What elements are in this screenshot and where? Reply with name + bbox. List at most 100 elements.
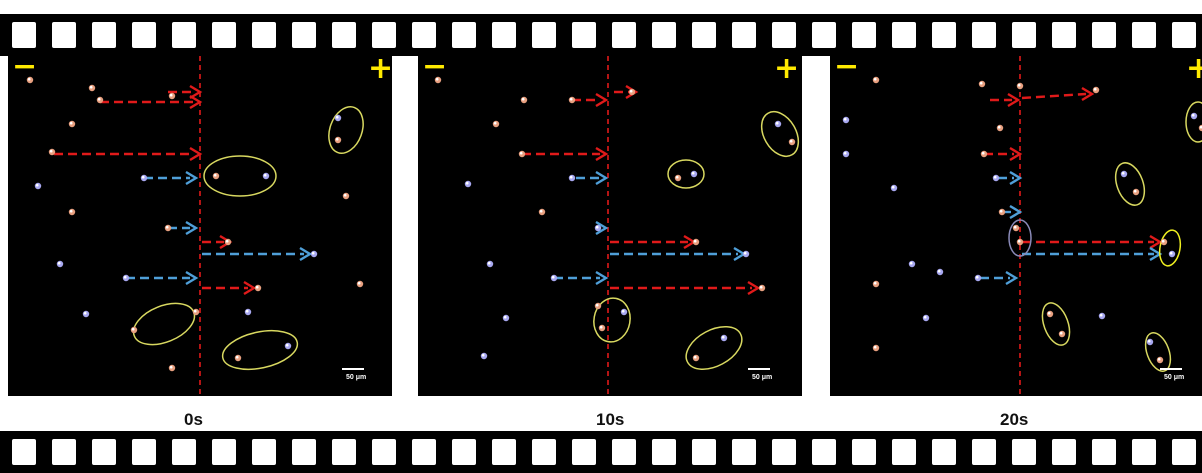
arrowhead xyxy=(299,246,313,262)
arrowhead xyxy=(185,270,199,286)
particle-highlight xyxy=(343,193,347,197)
particle-highlight xyxy=(263,173,267,177)
particle-highlight xyxy=(1161,239,1165,243)
particle-highlight xyxy=(245,309,249,313)
perforation xyxy=(612,22,636,48)
perforation xyxy=(252,439,276,465)
perforation xyxy=(452,22,476,48)
arrowhead xyxy=(747,280,761,296)
perforation xyxy=(332,22,356,48)
micrograph-0s xyxy=(26,56,364,396)
film-strip-top xyxy=(0,14,1202,56)
particle-highlight xyxy=(1099,313,1103,317)
particle-highlight xyxy=(519,151,523,155)
perforation xyxy=(892,22,916,48)
particle-highlight xyxy=(873,345,877,349)
particle-highlight xyxy=(539,209,543,213)
highlight-ellipse xyxy=(1114,162,1146,206)
arrowhead xyxy=(185,170,199,186)
micrograph-20s xyxy=(842,56,1202,396)
perforation xyxy=(1132,22,1156,48)
particle-highlight xyxy=(975,275,979,279)
perforation xyxy=(812,22,836,48)
film-strip-bottom xyxy=(0,431,1202,473)
perforation xyxy=(1092,439,1116,465)
particle-highlight xyxy=(981,151,985,155)
perforation xyxy=(332,439,356,465)
perforation xyxy=(612,439,636,465)
perforation xyxy=(52,22,76,48)
particle-highlight xyxy=(141,175,145,179)
red-dashed-arrow xyxy=(1021,92,1087,100)
perforation xyxy=(572,22,596,48)
particle-highlight xyxy=(569,175,573,179)
perforation xyxy=(1052,22,1076,48)
highlight-ellipse xyxy=(1144,332,1172,372)
arrowhead xyxy=(189,146,203,162)
perforation xyxy=(1172,22,1196,48)
particle-highlight xyxy=(979,81,983,85)
particle-highlight xyxy=(169,93,173,97)
particle-highlight xyxy=(481,353,485,357)
perforation xyxy=(772,439,796,465)
perforation xyxy=(932,22,956,48)
perforation xyxy=(1132,439,1156,465)
particle-highlight xyxy=(675,175,679,179)
arrowhead xyxy=(185,220,199,236)
perforation xyxy=(12,22,36,48)
particle-highlight xyxy=(521,97,525,101)
scale-bar-label: 50 μm xyxy=(1164,374,1185,381)
perforation xyxy=(92,22,116,48)
scale-bar xyxy=(748,368,770,370)
particle-highlight xyxy=(435,77,439,81)
particle-highlight xyxy=(997,125,1001,129)
particle-highlight xyxy=(169,365,173,369)
time-label-10s: 10s xyxy=(596,410,625,429)
arrowhead xyxy=(243,280,257,296)
perforation xyxy=(692,439,716,465)
arrowhead xyxy=(595,146,609,162)
particle-highlight xyxy=(357,281,361,285)
particle-highlight xyxy=(1133,189,1137,193)
arrowhead xyxy=(1009,204,1023,220)
highlight-ellipse xyxy=(667,159,705,189)
arrowhead xyxy=(595,92,609,108)
particle-highlight xyxy=(235,355,239,359)
particle-highlight xyxy=(1191,113,1195,117)
perforation xyxy=(572,439,596,465)
perforation xyxy=(772,22,796,48)
particle-highlight xyxy=(255,285,259,289)
arrowhead xyxy=(189,84,203,100)
particle-highlight xyxy=(69,209,73,213)
perforation xyxy=(292,22,316,48)
particle-highlight xyxy=(487,261,491,265)
minus-electrode-sign: − xyxy=(834,56,860,84)
particle-highlight xyxy=(213,173,217,177)
perforation xyxy=(132,22,156,48)
particle-highlight xyxy=(1059,331,1063,335)
arrowhead xyxy=(1009,170,1023,186)
minus-electrode-sign: − xyxy=(12,56,38,84)
perforation xyxy=(212,22,236,48)
particle-highlight xyxy=(1047,311,1051,315)
plus-electrode-sign: + xyxy=(1186,56,1202,86)
particle-highlight xyxy=(503,315,507,319)
particle-highlight xyxy=(595,225,599,229)
particle-highlight xyxy=(775,121,779,125)
particle-highlight xyxy=(1147,339,1151,343)
scale-bar-label: 50 μm xyxy=(752,374,773,381)
arrowhead xyxy=(595,170,609,186)
particle-highlight xyxy=(123,275,127,279)
panel-20s: − + 50 μm xyxy=(830,56,1202,396)
arrowhead xyxy=(625,84,639,100)
perforation xyxy=(492,22,516,48)
perforation xyxy=(372,22,396,48)
highlight-ellipse xyxy=(328,106,364,154)
particle-highlight xyxy=(1169,251,1173,255)
plus-electrode-sign: + xyxy=(774,56,800,86)
particle-highlight xyxy=(759,285,763,289)
film-perforations xyxy=(12,439,1196,465)
perforation xyxy=(132,439,156,465)
particle-highlight xyxy=(57,261,61,265)
particle-highlight xyxy=(789,139,793,143)
